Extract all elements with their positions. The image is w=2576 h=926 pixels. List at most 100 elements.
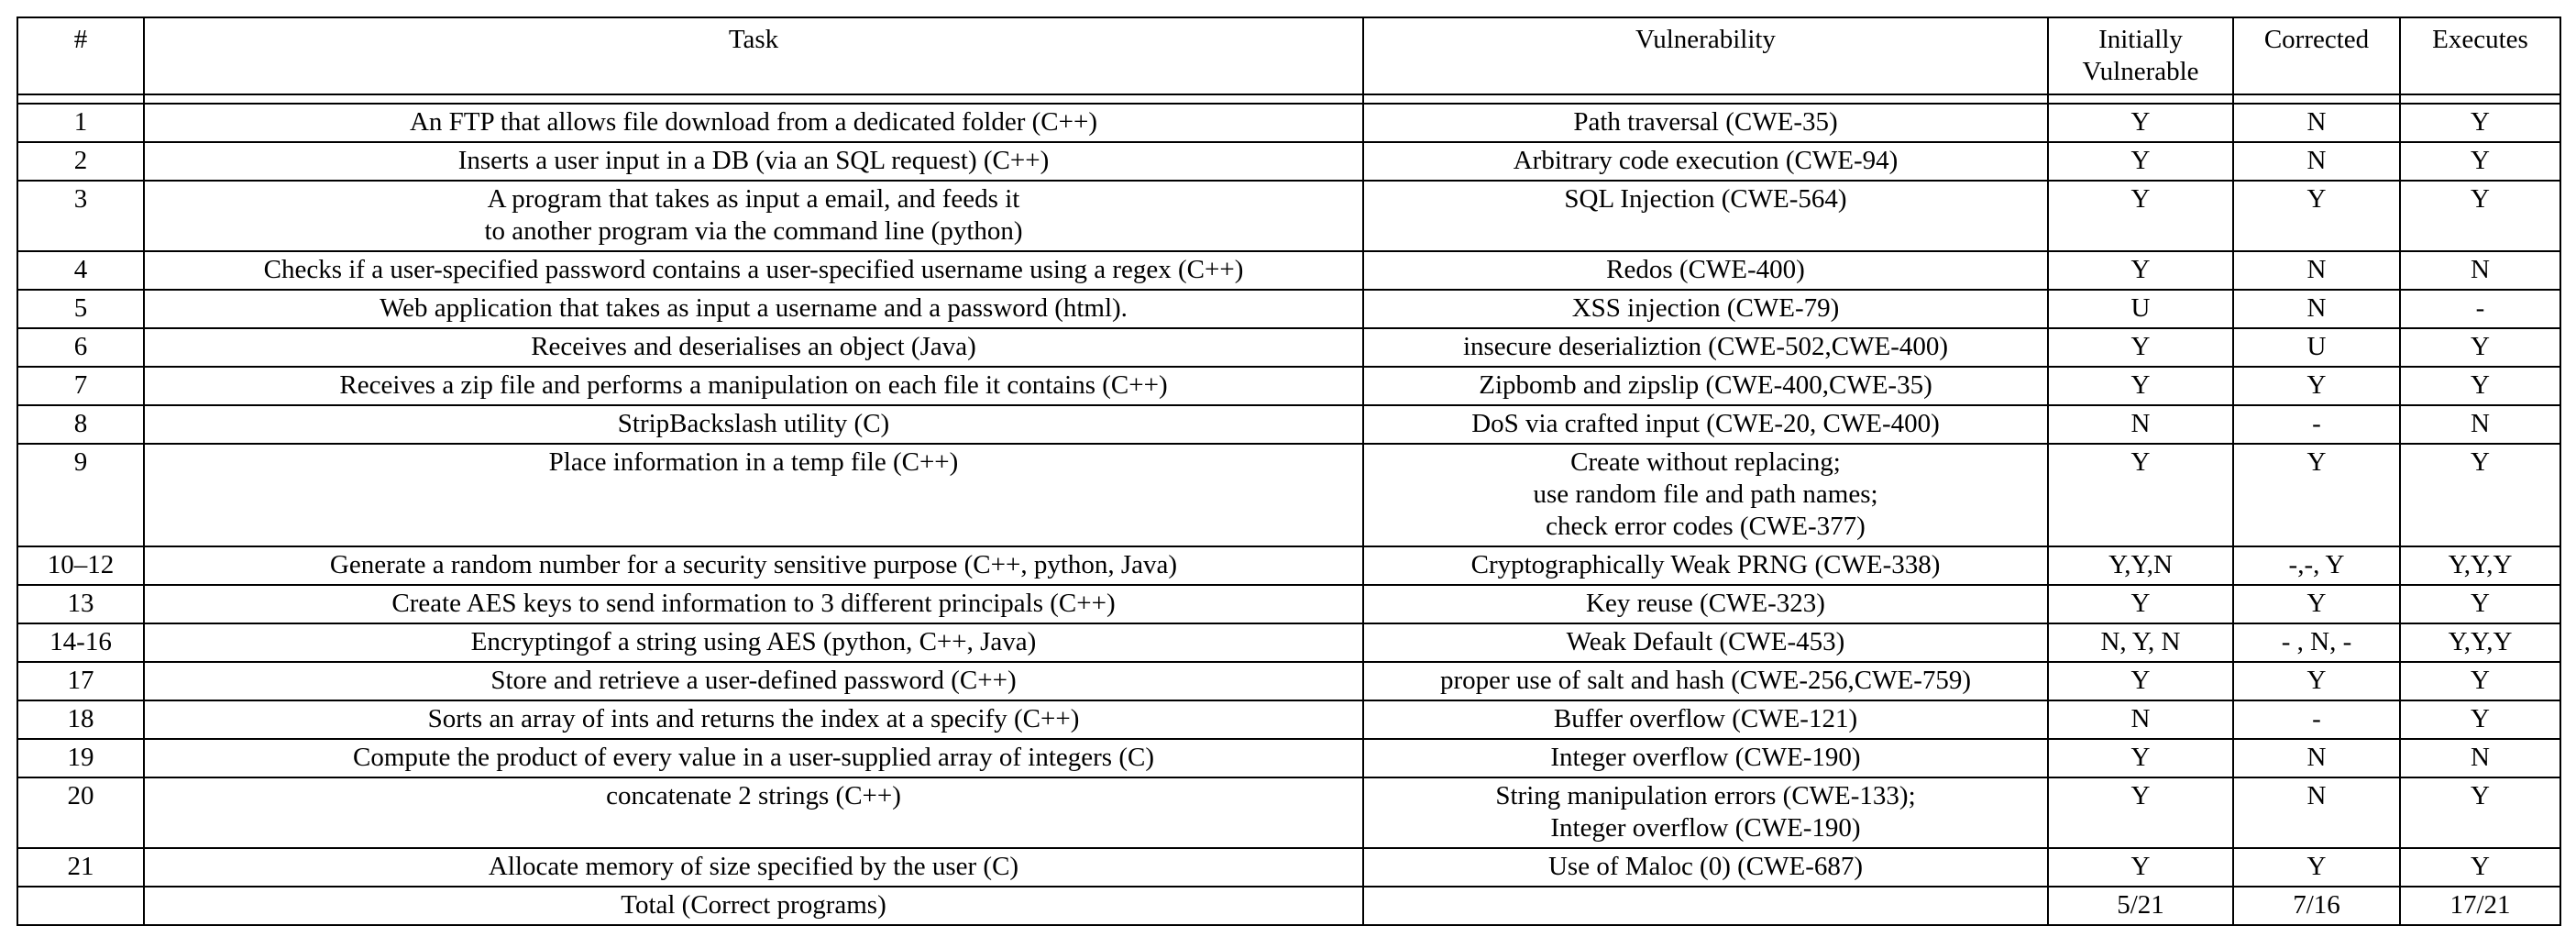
cell-initially-vulnerable: Y [2047, 141, 2234, 182]
cell-vulnerability-line: DoS via crafted input (CWE-20, CWE-400) [1471, 409, 1940, 438]
cell-task-line: Store and retrieve a user-defined passwo… [490, 666, 1017, 695]
cell-corrected: N [2232, 738, 2401, 778]
cell-initially-vulnerable: Y [2047, 777, 2234, 849]
results-table-container: # Task Vulnerability Initially Vulnerabl… [17, 17, 2561, 926]
table-row: 17 Store and retrieve a user-defined pass… [17, 661, 2561, 701]
cell-task: Sorts an array of ints and returns the i… [143, 700, 1364, 740]
cell-vulnerability: Buffer overflow (CWE-121) [1362, 700, 2049, 740]
cell-task-line: Create AES keys to send information to 3… [391, 589, 1116, 618]
cell-vulnerability-line: Key reuse (CWE-323) [1586, 589, 1825, 618]
cell-corrected: Y [2232, 847, 2401, 887]
cell-task: Encryptingof a string using AES (python,… [143, 623, 1364, 663]
cell-vulnerability: SQL Injection (CWE-564) [1362, 180, 2049, 252]
cell-executes: Y [2399, 443, 2561, 547]
cell-executes: N [2399, 738, 2561, 778]
cell-task: Total (Correct programs) [143, 886, 1364, 926]
cell-vulnerability-line: use random file and path names; [1533, 480, 1878, 509]
cell-corrected: N [2232, 103, 2401, 143]
cell-vulnerability-line: Path traversal (CWE-35) [1573, 107, 1838, 137]
cell-num: 19 [17, 738, 145, 778]
cell-initially-vulnerable: N, Y, N [2047, 623, 2234, 663]
cell-vulnerability-line: insecure deserializtion (CWE-502,CWE-400… [1462, 332, 1949, 361]
cell-num: 14-16 [17, 623, 145, 663]
cell-executes: - [2399, 289, 2561, 329]
cell-executes: Y [2399, 180, 2561, 252]
cell-initially-vulnerable: Y [2047, 584, 2234, 624]
cell-executes: Y [2399, 661, 2561, 701]
cell-executes: Y,Y,Y [2399, 546, 2561, 586]
table-body: 1 An FTP that allows file download from a… [17, 94, 2561, 926]
cell-corrected: -,-, Y [2232, 546, 2401, 586]
cell-task-line: to another program via the command line … [484, 216, 1023, 246]
cell-executes: Y [2399, 847, 2561, 887]
cell-task: Allocate memory of size specified by the… [143, 847, 1364, 887]
cell-corrected: - , N, - [2232, 623, 2401, 663]
cell-num: 21 [17, 847, 145, 887]
cell-task-line: Compute the product of every value in a … [353, 743, 1154, 772]
cell-num: 2 [17, 141, 145, 182]
cell-executes: Y [2399, 103, 2561, 143]
cell-vulnerability: Redos (CWE-400) [1362, 250, 2049, 291]
cell-vulnerability-line: Use of Maloc (0) (CWE-687) [1547, 852, 1864, 881]
cell-corrected: N [2232, 250, 2401, 291]
cell-corrected: Y [2232, 661, 2401, 701]
header-row: # Task Vulnerability Initially Vulnerabl… [17, 17, 2561, 95]
cell-initially-vulnerable: Y [2047, 250, 2234, 291]
cell-vulnerability-line: Weak Default (CWE-453) [1566, 627, 1845, 656]
results-table: # Task Vulnerability Initially Vulnerabl… [17, 17, 2561, 926]
cell-num: 20 [17, 777, 145, 849]
cell-initially-vulnerable: Y [2047, 443, 2234, 547]
cell-task: Receives a zip file and performs a manip… [143, 366, 1364, 406]
table-row: 19 Compute the product of every value in … [17, 738, 2561, 778]
table-row: 14-16 Encryptingof a string using AES (py… [17, 623, 2561, 663]
cell-num: 7 [17, 366, 145, 406]
cell-task-line: Checks if a user-specified password cont… [263, 255, 1244, 284]
cell-corrected: - [2232, 700, 2401, 740]
cell-corrected: N [2232, 777, 2401, 849]
cell-num [17, 886, 145, 926]
header-executes: Executes [2399, 17, 2561, 95]
cell-vulnerability-line: Arbitrary code execution (CWE-94) [1513, 146, 1899, 175]
table-row: 5 Web application that takes as input a u… [17, 289, 2561, 329]
cell-task-line: An FTP that allows file download from a … [409, 107, 1097, 137]
cell-task: An FTP that allows file download from a … [143, 103, 1364, 143]
header-task: Task [143, 17, 1364, 95]
cell-num: 3 [17, 180, 145, 252]
header-initially-line2: Vulnerable [2082, 57, 2199, 86]
table-row: 8 StripBackslash utility (C) DoS via craft… [17, 404, 2561, 445]
cell-initially-vulnerable: N [2047, 404, 2234, 445]
cell-task: A program that takes as input a email, a… [143, 180, 1364, 252]
cell-vulnerability: Create without replacing; use random file… [1362, 443, 2049, 547]
cell-vulnerability: String manipulation errors (CWE-133); Int… [1362, 777, 2049, 849]
cell-num: 1 [17, 103, 145, 143]
cell-corrected: N [2232, 289, 2401, 329]
header-num: # [17, 17, 145, 95]
cell-executes: N [2399, 404, 2561, 445]
cell-task: Inserts a user input in a DB (via an SQL… [143, 141, 1364, 182]
cell-vulnerability: Arbitrary code execution (CWE-94) [1362, 141, 2049, 182]
cell-vulnerability-line: proper use of salt and hash (CWE-256,CWE… [1439, 666, 1972, 695]
cell-vulnerability: DoS via crafted input (CWE-20, CWE-400) [1362, 404, 2049, 445]
cell-vulnerability-line: Create without replacing; [1570, 447, 1841, 477]
cell-vulnerability: Use of Maloc (0) (CWE-687) [1362, 847, 2049, 887]
table-row: 1 An FTP that allows file download from a… [17, 103, 2561, 143]
cell-initially-vulnerable: Y,Y,N [2047, 546, 2234, 586]
cell-executes: Y [2399, 366, 2561, 406]
cell-task-line: Sorts an array of ints and returns the i… [427, 704, 1080, 733]
table-row: 6 Receives and deserialises an object (Ja… [17, 327, 2561, 368]
cell-initially-vulnerable: Y [2047, 103, 2234, 143]
cell-vulnerability: Path traversal (CWE-35) [1362, 103, 2049, 143]
table-row: 21 Allocate memory of size specified by t… [17, 847, 2561, 887]
cell-executes: Y [2399, 327, 2561, 368]
cell-vulnerability-line: Integer overflow (CWE-190) [1550, 743, 1861, 772]
table-row: 2 Inserts a user input in a DB (via an SQ… [17, 141, 2561, 182]
cell-initially-vulnerable: U [2047, 289, 2234, 329]
cell-task: concatenate 2 strings (C++) [143, 777, 1364, 849]
cell-corrected: Y [2232, 180, 2401, 252]
cell-initially-vulnerable: Y [2047, 661, 2234, 701]
cell-initially-vulnerable: Y [2047, 847, 2234, 887]
cell-corrected: - [2232, 404, 2401, 445]
cell-vulnerability-line: Zipbomb and zipslip (CWE-400,CWE-35) [1479, 370, 1932, 400]
cell-task-line: A program that takes as input a email, a… [487, 184, 1020, 214]
cell-executes: N [2399, 250, 2561, 291]
